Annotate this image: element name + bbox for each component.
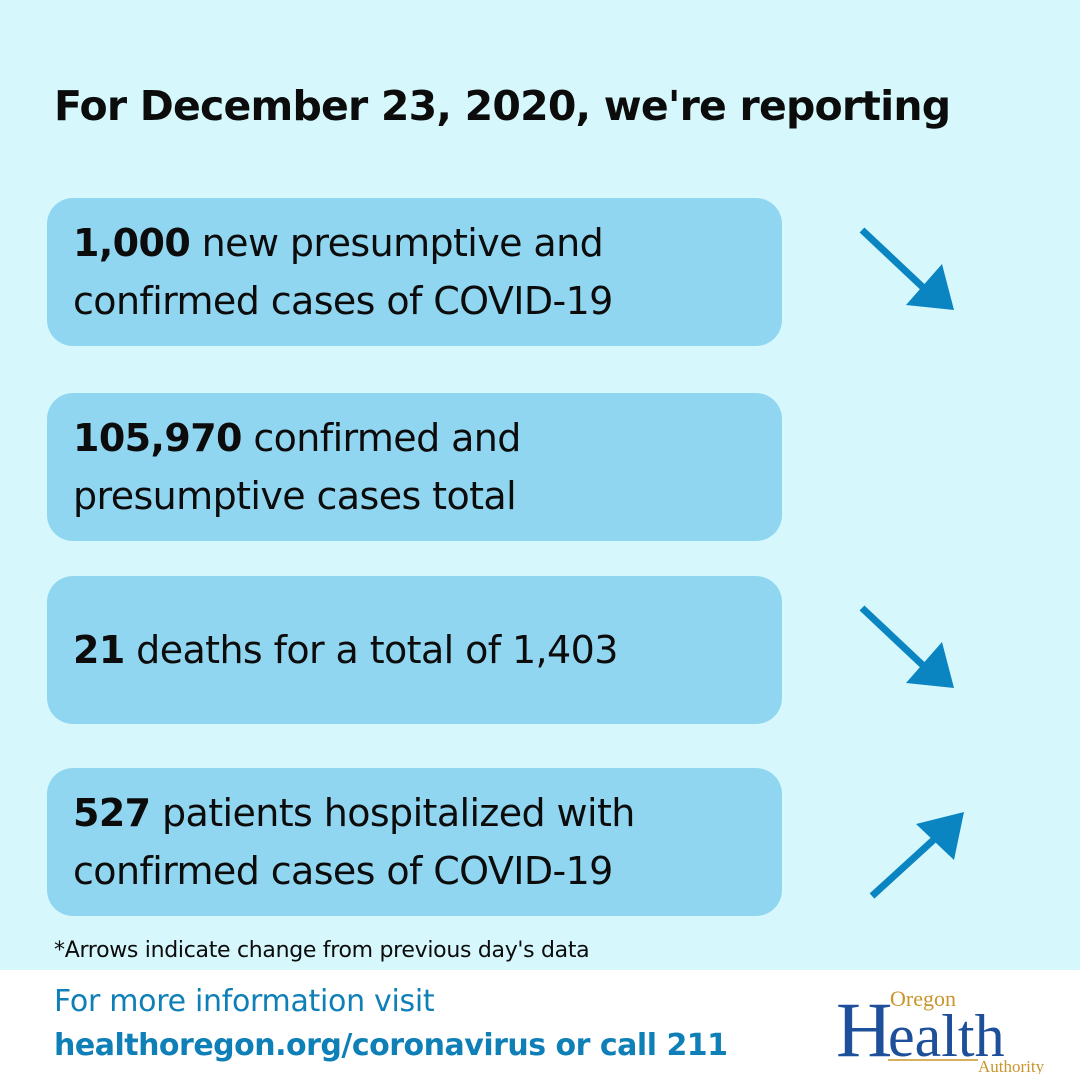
new-cases-text: 1,000 new presumptive and confirmed case…	[73, 214, 613, 330]
hospitalized-card: 527 patients hospitalized with confirmed…	[47, 768, 782, 916]
new-cases-label-line2: confirmed cases of COVID-19	[73, 279, 613, 323]
new-cases-label-line1: new presumptive and	[190, 221, 604, 265]
svg-text:Oregon: Oregon	[890, 986, 956, 1011]
arrow-up-right-icon	[869, 812, 964, 899]
footer: For more information visit healthoregon.…	[0, 970, 1080, 1080]
hospitalized-label-line1: patients hospitalized with	[150, 791, 635, 835]
total-cases-card: 105,970 confirmed and presumptive cases …	[47, 393, 782, 541]
deaths-card: 21 deaths for a total of 1,403	[47, 576, 782, 724]
hospitalized-count: 527	[73, 791, 151, 835]
arrows-footnote: *Arrows indicate change from previous da…	[54, 938, 590, 963]
new-cases-count: 1,000	[73, 221, 191, 265]
oregon-health-authority-logo: H Oregon ealth Authority	[836, 986, 1045, 1074]
hospitalized-label-line2: confirmed cases of COVID-19	[73, 849, 613, 893]
footer-contact-link[interactable]: healthoregon.org/coronavirus or call 211	[54, 1028, 728, 1063]
footer-info-text: For more information visit	[54, 984, 435, 1019]
page-title: For December 23, 2020, we're reporting	[54, 82, 951, 130]
total-cases-label-line2: presumptive cases total	[73, 474, 517, 518]
arrow-down-right-icon	[859, 605, 954, 688]
total-cases-text: 105,970 confirmed and presumptive cases …	[73, 409, 521, 525]
deaths-count: 21	[73, 628, 125, 672]
new-cases-card: 1,000 new presumptive and confirmed case…	[47, 198, 782, 346]
arrow-down-right-icon	[859, 227, 954, 310]
deaths-text: 21 deaths for a total of 1,403	[73, 621, 618, 679]
total-cases-count: 105,970	[73, 416, 242, 460]
svg-text:ealth: ealth	[888, 1003, 1005, 1069]
hospitalized-text: 527 patients hospitalized with confirmed…	[73, 784, 635, 900]
svg-text:Authority: Authority	[978, 1057, 1045, 1074]
total-cases-label-line1: confirmed and	[241, 416, 521, 460]
svg-text:H: H	[836, 986, 892, 1073]
deaths-label: deaths for a total of 1,403	[124, 628, 618, 672]
